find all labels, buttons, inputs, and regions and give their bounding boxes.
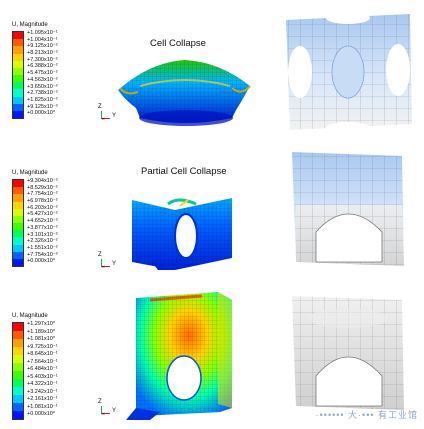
color-bar <box>12 179 24 267</box>
legend-value: +0.000x10⁰ <box>27 258 56 265</box>
color-swatch <box>13 403 23 411</box>
color-swatch <box>13 32 23 40</box>
legend-value: +9.725x10⁻¹ <box>27 343 58 350</box>
legend-value: +3.101x10⁻² <box>27 231 58 238</box>
legend-value: +7.300x10⁻² <box>27 56 58 63</box>
legend-value: +8.529x10⁻² <box>27 184 58 191</box>
color-swatch <box>13 194 23 202</box>
color-swatch <box>13 251 23 259</box>
color-swatch <box>13 187 23 195</box>
legend-value: +1.095x10⁻¹ <box>27 30 58 36</box>
legend-value: +1.551x10⁻² <box>27 244 58 251</box>
color-swatch <box>13 387 23 395</box>
legend-title: U, Magnitude <box>12 313 48 319</box>
legend-value: +1.189x10⁰ <box>27 328 56 335</box>
color-swatch <box>13 60 23 68</box>
legend-value: +4.652x10⁻² <box>27 218 58 225</box>
color-swatch <box>13 201 23 209</box>
color-swatch <box>13 110 23 119</box>
color-swatch <box>13 96 23 104</box>
legend-value: +1.004x10⁻¹ <box>27 36 58 43</box>
color-swatch <box>13 89 23 97</box>
color-swatch <box>13 215 23 224</box>
deformed-model-cell-collapse <box>118 60 251 126</box>
legend-value: +2.738x10⁻² <box>27 90 58 97</box>
legend-value: +3.877x10⁻² <box>27 224 58 231</box>
panel-title-cell-collapse: Cell Collapse <box>150 38 206 49</box>
deformed-model-partial-collapse <box>132 198 232 270</box>
legend-value: +5.403x10⁻¹ <box>27 373 58 380</box>
panel-title-partial-collapse: Partial Cell Collapse <box>141 166 227 177</box>
legend-value: +7.754x10⁻³ <box>27 251 58 258</box>
color-swatch <box>13 363 23 371</box>
legend-value: +9.125x10⁻² <box>27 43 58 50</box>
legend-value: +1.825x10⁻² <box>27 96 58 103</box>
color-swatch <box>13 103 23 111</box>
watermark: ·•••••• 大·••• 有工业馆 <box>315 410 418 420</box>
legend-title: U, Magnitude <box>12 22 48 28</box>
color-swatch <box>13 75 23 83</box>
legend-value: +4.563x10⁻² <box>27 76 58 83</box>
legend-value: +9.125x10⁻³ <box>27 103 58 110</box>
color-swatch <box>13 395 23 403</box>
legend-value: +3.242x10⁻¹ <box>27 388 58 395</box>
color-swatch <box>13 323 23 331</box>
legend-value: +7.564x10⁻¹ <box>27 358 58 365</box>
color-swatch <box>13 223 23 231</box>
legend-value: +5.427x10⁻² <box>27 211 58 218</box>
legend-value: +9.304x10⁻² <box>27 178 58 184</box>
color-swatch <box>13 82 23 90</box>
color-swatch <box>13 208 23 216</box>
legend-value: +6.388x10⁻² <box>27 63 58 70</box>
color-swatch <box>13 46 23 54</box>
legend-value: +7.754x10⁻² <box>27 191 58 198</box>
color-bar <box>12 31 24 119</box>
color-swatch <box>13 331 23 339</box>
legend-value: +0.000x10⁰ <box>27 411 56 418</box>
legend-value: +6.484x10⁻¹ <box>27 366 58 373</box>
color-swatch <box>13 411 23 419</box>
color-swatch <box>13 180 23 188</box>
color-swatch <box>13 67 23 76</box>
undeformed-unit-cell-1 <box>286 12 412 134</box>
legend-value: +8.645x10⁻¹ <box>27 351 58 358</box>
color-swatch <box>13 237 23 245</box>
legend-third-case: U, Magnitude +1.297x10⁰ +1.189x10⁰ +1.081x… <box>12 313 122 420</box>
legend-title: U, Magnitude <box>12 170 48 176</box>
legend-value: +3.650x10⁻² <box>27 83 58 90</box>
legend-value: +1.081x10⁻¹ <box>27 403 58 410</box>
legend-value: +8.213x10⁻² <box>27 50 58 57</box>
legend-value: +6.978x10⁻² <box>27 198 58 205</box>
legend-value: +1.297x10⁰ <box>27 321 56 327</box>
legend-value: +2.326x10⁻² <box>27 238 58 245</box>
color-swatch <box>13 347 23 355</box>
color-swatch <box>13 39 23 47</box>
color-swatch <box>13 244 23 252</box>
legend-value: +5.475x10⁻² <box>27 70 58 77</box>
legend-cell-collapse: U, Magnitude +1.095x10⁻¹ +1.004x10⁻¹ +9.12… <box>12 22 122 119</box>
color-swatch <box>13 379 23 387</box>
color-swatch <box>13 371 23 379</box>
undeformed-unit-cell-3 <box>292 296 404 410</box>
legend-value: +4.322x10⁻¹ <box>27 381 58 388</box>
color-swatch <box>13 355 23 363</box>
color-swatch <box>13 339 23 347</box>
legend-value: +1.081x10⁰ <box>27 336 56 343</box>
deformed-model-third-case <box>126 292 232 420</box>
color-swatch <box>13 258 23 267</box>
legend-partial-collapse: U, Magnitude +9.304x10⁻² +8.529x10⁻² +7.75… <box>12 170 122 267</box>
legend-value: +0.000x10⁰ <box>27 110 56 117</box>
color-swatch <box>13 230 23 238</box>
undeformed-unit-cell-2 <box>292 152 404 266</box>
legend-value: +2.161x10⁻¹ <box>27 396 58 403</box>
legend-value: +6.203x10⁻² <box>27 204 58 211</box>
color-bar <box>12 322 24 420</box>
color-swatch <box>13 53 23 61</box>
